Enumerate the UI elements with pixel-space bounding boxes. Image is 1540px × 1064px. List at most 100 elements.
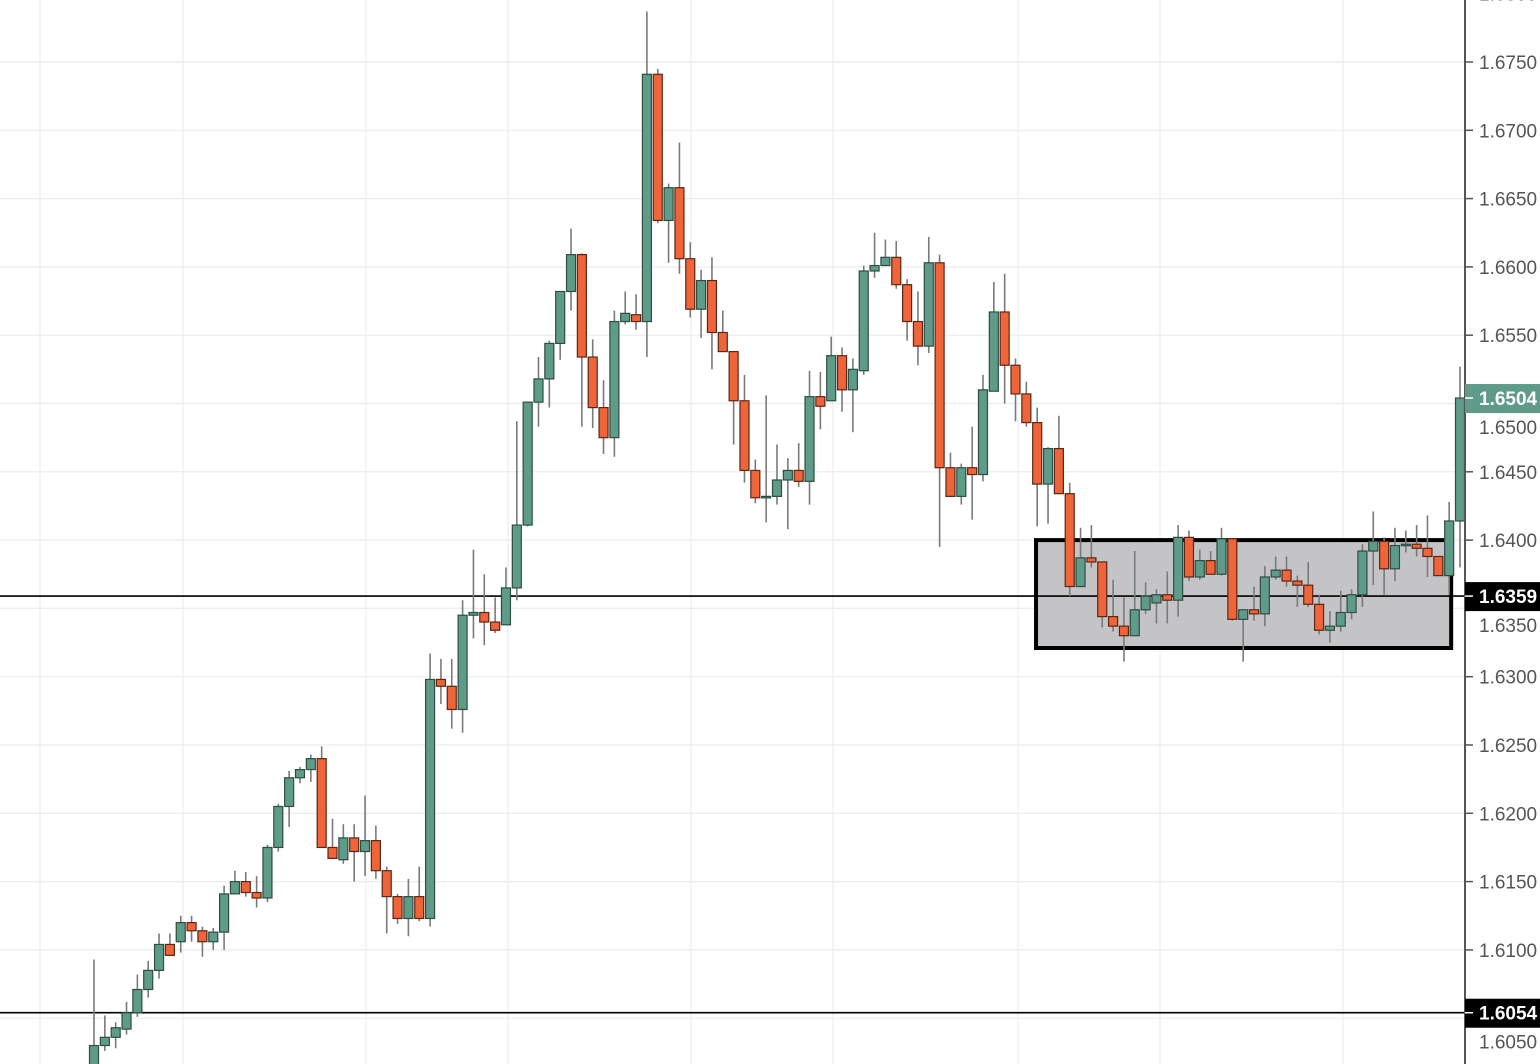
candle-down	[240, 880, 251, 894]
candle-down	[1422, 547, 1433, 558]
candle-up	[284, 777, 295, 808]
price-tick-label: 1.6250	[1479, 736, 1537, 757]
candle-up	[175, 921, 186, 943]
candle-up	[1357, 550, 1368, 596]
candle-down	[251, 891, 262, 899]
candle-up	[424, 678, 436, 920]
candle-down	[587, 356, 598, 409]
candle-up	[132, 988, 143, 1014]
candle-up	[696, 279, 707, 310]
level-price-tag: 1.6054	[1479, 1004, 1538, 1025]
candle-down	[164, 943, 175, 956]
candle-down	[793, 469, 804, 482]
candle-up	[620, 312, 631, 323]
candle-down	[435, 678, 447, 687]
candle-down	[1205, 559, 1216, 575]
candle-down	[1021, 393, 1032, 424]
candle-down	[381, 870, 392, 898]
candle-up	[229, 880, 241, 895]
price-tick-label: 1.6050	[1479, 1033, 1537, 1054]
candle-up	[1335, 611, 1346, 627]
candle-up	[143, 969, 154, 991]
grid-lines	[0, 0, 1465, 1064]
candle-down	[685, 258, 696, 310]
candle-up	[1075, 557, 1086, 588]
candle-up	[1270, 569, 1281, 578]
candle-down	[1248, 609, 1260, 615]
candle-down	[967, 467, 978, 476]
candle-up	[1400, 543, 1411, 547]
candle-up	[294, 768, 306, 779]
candle-down	[901, 284, 913, 323]
candle-up	[1140, 595, 1151, 611]
candle-down	[598, 406, 609, 439]
price-axis[interactable]: 1.6800 1.6750 1.6700 1.6650 1.6600 1.6550 1.65…	[1464, 0, 1540, 1064]
candle-down	[1313, 603, 1325, 631]
candle-up	[880, 256, 891, 267]
price-tick-label: 1.6300	[1479, 668, 1537, 689]
candle-down	[1411, 543, 1422, 549]
candle-down	[446, 685, 457, 711]
candle-up	[804, 396, 815, 482]
price-tick-label: 1.6800	[1479, 0, 1537, 6]
candle-down	[739, 400, 750, 472]
candle-down	[945, 467, 956, 497]
candle-down	[197, 930, 208, 943]
candle-up	[1454, 397, 1466, 522]
candle-down	[728, 350, 739, 402]
candle-down	[1379, 540, 1390, 570]
candle-up	[262, 846, 273, 899]
candle-up	[988, 311, 999, 392]
candle-down	[349, 837, 360, 853]
candle-up	[511, 524, 522, 589]
candle-down	[1183, 536, 1195, 578]
candle-down	[576, 254, 587, 358]
candle-down	[414, 896, 425, 920]
candle-down	[1010, 364, 1021, 395]
candle-up	[1444, 520, 1455, 577]
candle-up	[1173, 536, 1184, 601]
candle-down	[1086, 557, 1097, 563]
candle-up	[153, 943, 165, 971]
candle-up	[500, 587, 512, 626]
candle-down	[1107, 615, 1119, 627]
candle-down	[1433, 555, 1444, 577]
candle-up	[858, 270, 869, 372]
candle-up	[1238, 609, 1249, 620]
candle-up	[641, 73, 653, 323]
candle-down	[1118, 625, 1130, 637]
price-tick-label: 1.6200	[1479, 804, 1537, 825]
candle-up	[88, 1044, 100, 1064]
candle-down	[1281, 569, 1292, 582]
candle-up	[522, 401, 533, 526]
candle-up	[273, 805, 284, 849]
candle-up	[1042, 447, 1054, 485]
candle-down	[1064, 493, 1075, 588]
candle-up	[208, 931, 219, 943]
candle-down	[1032, 422, 1043, 485]
level-price-tag-background	[1465, 998, 1540, 1028]
candle-up	[403, 896, 414, 920]
candle-down	[717, 331, 728, 353]
candle-down	[836, 355, 848, 391]
candle-up	[99, 1036, 110, 1047]
candle-up	[1346, 594, 1357, 614]
candle-down	[912, 320, 924, 347]
candle-down	[1053, 447, 1064, 495]
candle-up	[121, 1012, 132, 1030]
candle-up	[533, 378, 544, 403]
candle-down	[815, 396, 826, 407]
candle-up	[1324, 625, 1336, 631]
level-price-tag: 1.6359	[1479, 587, 1537, 608]
candle-up	[956, 467, 967, 497]
price-tick-label: 1.6550	[1479, 326, 1537, 347]
candle-down	[392, 896, 403, 920]
horizontal-levels[interactable]	[0, 595, 1465, 1014]
candle-up	[468, 611, 479, 616]
candle-down	[934, 262, 945, 469]
candle-up	[565, 254, 577, 293]
price-axis-background	[1465, 0, 1540, 1064]
price-tick-label: 1.6500	[1479, 418, 1537, 439]
price-tick-label: 1.6350	[1479, 616, 1537, 637]
